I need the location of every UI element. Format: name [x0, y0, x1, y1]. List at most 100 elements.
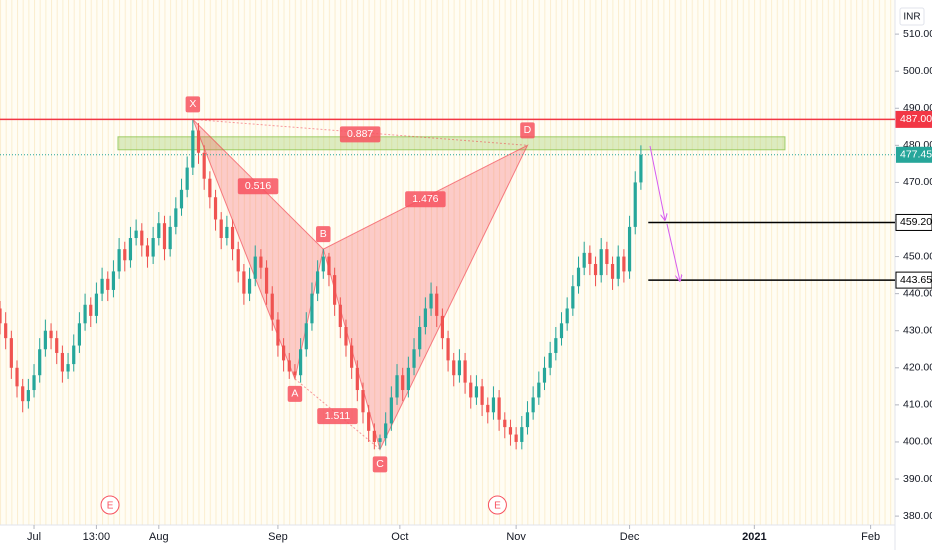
- candle-body: [213, 197, 218, 220]
- candle-body: [423, 308, 427, 328]
- candle-body: [230, 226, 235, 250]
- candle-body: [457, 360, 462, 376]
- last-price-box: [896, 146, 932, 163]
- candle-body: [316, 271, 320, 294]
- candle-body: [55, 338, 59, 353]
- candle-body: [593, 263, 598, 276]
- candle-body: [9, 338, 13, 368]
- level-label-box: [895, 110, 932, 128]
- candle-body: [452, 360, 456, 376]
- pattern-ratio-box: [339, 126, 381, 143]
- candle-body: [440, 315, 444, 339]
- candle-body: [327, 256, 331, 276]
- candle-body: [134, 230, 138, 239]
- candle-body: [508, 427, 513, 435]
- event-marker[interactable]: [100, 495, 120, 515]
- x-tick-label: Nov: [506, 531, 526, 543]
- pattern-point-label: A: [291, 388, 298, 400]
- candle-body: [321, 256, 325, 272]
- candle-body: [406, 367, 410, 391]
- level-label-box: [895, 213, 932, 231]
- candle-body: [605, 249, 609, 264]
- candle-body: [94, 293, 99, 316]
- y-tick-label: 390.00: [903, 473, 932, 485]
- candle-body: [486, 404, 490, 413]
- candle-body: [299, 349, 303, 376]
- pattern-point-label: X: [189, 98, 196, 110]
- event-marker[interactable]: [487, 495, 507, 515]
- candle-body: [66, 364, 70, 372]
- candle-body: [4, 323, 8, 339]
- x-tick-label: Feb: [861, 531, 880, 543]
- pattern-point-label-box: [316, 226, 331, 243]
- event-label: E: [494, 501, 501, 512]
- candle-body: [253, 256, 257, 279]
- candle-body: [610, 263, 615, 279]
- pattern-point-label-box: [185, 96, 201, 113]
- candle-body: [542, 367, 547, 383]
- candle-body: [565, 308, 569, 324]
- candle-body: [15, 367, 19, 387]
- candle-body: [293, 371, 297, 376]
- x-tick-label: Aug: [149, 531, 169, 543]
- zone: [117, 136, 786, 151]
- candle-body: [225, 226, 229, 239]
- x-tick-label: Jul: [27, 531, 41, 543]
- candle-body: [247, 278, 252, 294]
- candle-body: [38, 349, 42, 376]
- candle-body: [559, 323, 564, 339]
- level-label: 487.00: [900, 113, 932, 125]
- candle-body: [60, 352, 64, 372]
- pattern-point-label-box: [287, 385, 303, 402]
- candle-body: [219, 219, 223, 239]
- x-tick-label: 2021: [742, 531, 766, 543]
- candle-body: [43, 330, 47, 350]
- candle-body: [627, 226, 632, 272]
- candle-body: [287, 360, 291, 372]
- candle-body: [355, 367, 359, 391]
- candle-body: [157, 223, 161, 239]
- candle-body: [520, 427, 524, 442]
- candle-body: [633, 182, 637, 227]
- candle-body: [196, 130, 201, 153]
- y-tick-label: 500.00: [903, 65, 932, 77]
- candle-body: [310, 293, 314, 324]
- candle-body: [174, 208, 178, 227]
- y-tick-label: 450.00: [903, 250, 932, 262]
- candle-body: [367, 412, 371, 431]
- candle-body: [259, 256, 263, 268]
- candle-body: [242, 271, 246, 294]
- candle-body: [145, 245, 150, 257]
- candle-body: [185, 167, 189, 190]
- candle-body: [361, 390, 365, 413]
- candle-body: [123, 249, 127, 261]
- candle-body: [168, 226, 172, 250]
- candle-body: [616, 256, 620, 279]
- level-label: 459.20: [900, 216, 932, 228]
- candle-body: [503, 419, 507, 428]
- pattern-point-label: D: [524, 124, 532, 136]
- currency-box[interactable]: [899, 7, 925, 26]
- pattern-point-label-box: [372, 456, 388, 473]
- candle-body: [412, 349, 416, 368]
- x-tick-label: Oct: [391, 531, 408, 543]
- pattern-ratio: 1.511: [325, 410, 351, 422]
- candle-body: [191, 130, 195, 168]
- candle-body: [77, 323, 82, 346]
- candle-body: [21, 386, 25, 402]
- candle-body: [497, 397, 501, 420]
- y-tick-label: 470.00: [903, 176, 932, 188]
- candle-body: [276, 319, 280, 346]
- candle-body: [378, 438, 382, 442]
- pattern-dotted-line: [294, 378, 381, 450]
- arrow: [666, 223, 680, 281]
- candle-body: [344, 327, 348, 346]
- candle-body: [106, 278, 110, 290]
- pattern-point-label-box: [520, 122, 535, 139]
- candle-body: [571, 286, 575, 309]
- candle-body: [491, 397, 496, 413]
- candle-body: [576, 267, 581, 287]
- candle-body: [474, 386, 479, 398]
- candle-body: [89, 304, 93, 316]
